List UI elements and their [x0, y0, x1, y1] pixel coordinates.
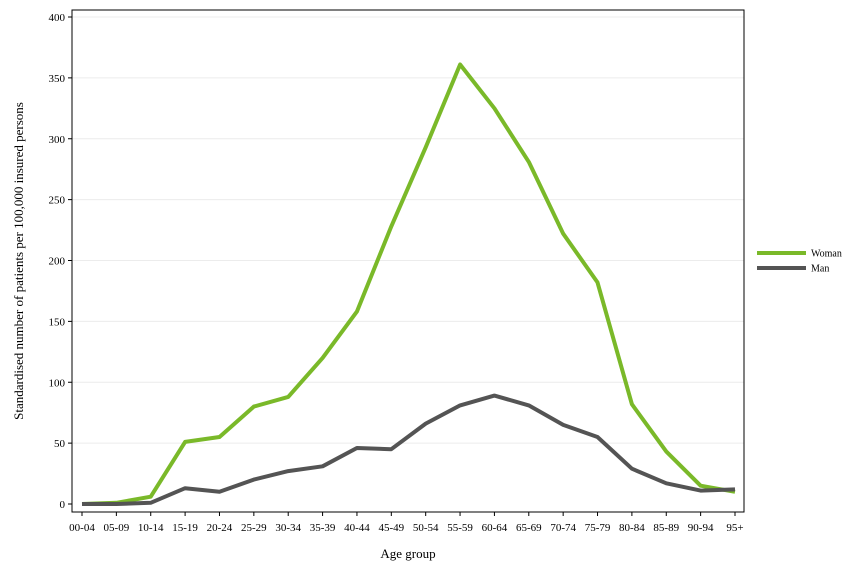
- x-tick-label: 70-74: [550, 522, 576, 534]
- y-tick-label: 400: [49, 12, 66, 24]
- y-tick-label: 150: [49, 316, 66, 328]
- x-tick-label: 05-09: [104, 522, 130, 534]
- x-tick-label: 60-64: [482, 522, 508, 534]
- x-tick-label: 00-04: [69, 522, 95, 534]
- y-tick-label: 200: [49, 256, 66, 268]
- legend: Woman Man: [757, 249, 842, 275]
- y-tick-label: 0: [60, 499, 66, 511]
- y-tick-label: 100: [49, 377, 66, 389]
- x-tick-label: 25-29: [241, 522, 267, 534]
- x-tick-label: 50-54: [413, 522, 439, 534]
- y-tick-label: 300: [49, 134, 66, 146]
- y-tick-label: 250: [49, 195, 66, 207]
- x-tick-label: 15-19: [172, 522, 198, 534]
- x-axis: 00-04 05-09 10-14 15-19 20-24 25-29 30-34 35-39…: [69, 512, 744, 534]
- x-axis-title: Age group: [380, 546, 435, 561]
- y-axis-title: Standardised number of patients per 100,…: [11, 102, 26, 420]
- series-line-woman: [81, 62, 736, 506]
- x-tick-label: 80-84: [619, 522, 645, 534]
- x-tick-label: 10-14: [138, 522, 164, 534]
- x-tick-label: 40-44: [344, 522, 370, 534]
- x-tick-label: 35-39: [310, 522, 336, 534]
- x-tick-label: 65-69: [516, 522, 542, 534]
- legend-label-man: Man: [811, 264, 829, 275]
- series-lines: [81, 62, 736, 506]
- x-tick-label: 20-24: [207, 522, 233, 534]
- x-tick-label: 75-79: [585, 522, 611, 534]
- y-tick-label: 350: [49, 73, 66, 85]
- x-tick-label: 30-34: [275, 522, 301, 534]
- x-tick-label: 45-49: [378, 522, 404, 534]
- y-axis: 0 50 100 150 200 250 300 350 400: [49, 12, 72, 511]
- x-tick-label: 95+: [726, 522, 743, 534]
- x-tick-label: 85-89: [653, 522, 679, 534]
- x-tick-label: 90-94: [688, 522, 714, 534]
- legend-label-woman: Woman: [811, 249, 842, 260]
- y-tick-label: 50: [54, 438, 66, 450]
- x-tick-label: 55-59: [447, 522, 473, 534]
- series-line-man: [82, 393, 736, 506]
